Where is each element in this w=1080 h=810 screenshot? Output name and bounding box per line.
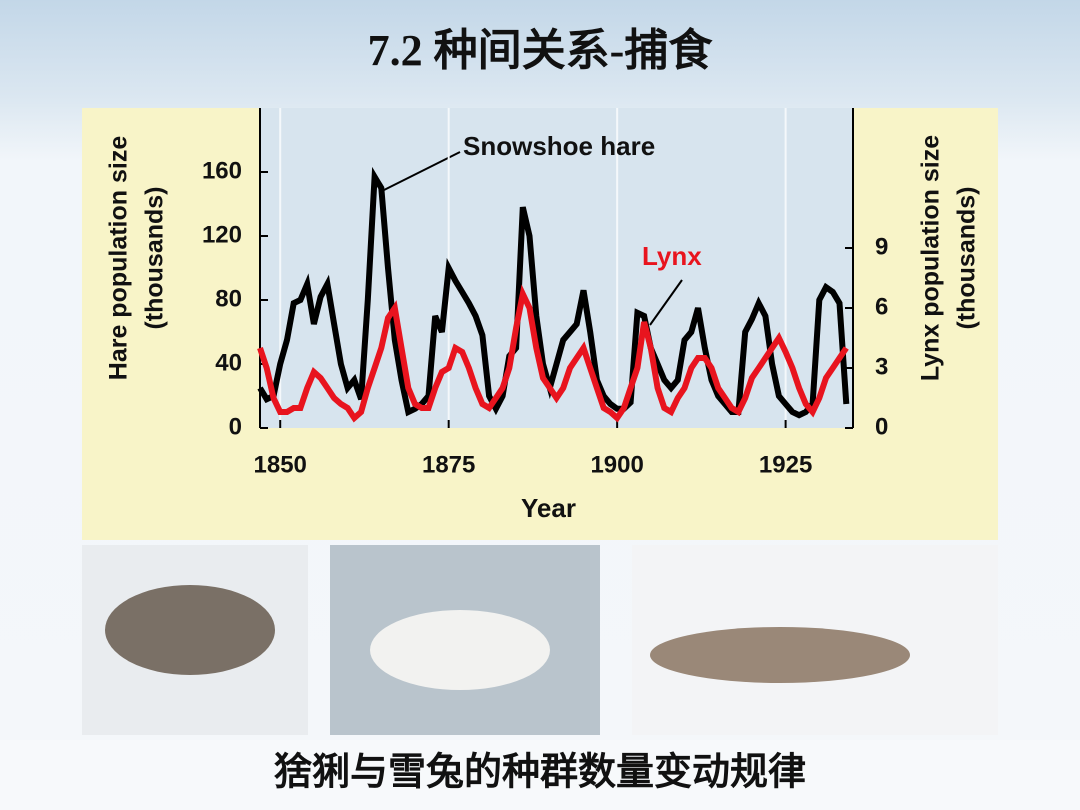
photo-bobcat-shape xyxy=(105,585,275,675)
hare-leader xyxy=(383,151,461,191)
x-tick-label: 1875 xyxy=(422,451,475,478)
axis-label: (thousands) xyxy=(953,186,981,329)
x-tick-label: 1900 xyxy=(590,451,643,478)
x-tick-label: 1850 xyxy=(254,451,307,478)
series-line xyxy=(257,284,849,423)
x-axis-label: Year xyxy=(521,493,576,523)
y2-tick-label: 9 xyxy=(875,233,888,260)
y-tick-label: 120 xyxy=(202,221,242,248)
series-line xyxy=(257,166,850,419)
y-tick-label: 40 xyxy=(215,349,242,376)
y-tick-label: 80 xyxy=(215,285,242,312)
x-tick-label: 1925 xyxy=(759,451,812,478)
axis-label: Lynx population size xyxy=(917,135,945,381)
slide-title: 7.2 种间关系-捕食 xyxy=(368,26,714,75)
photo-hare-shape xyxy=(370,610,550,690)
annotation: Lynx xyxy=(642,241,702,271)
axis-label: (thousands) xyxy=(141,186,169,329)
axis-label: Hare population size xyxy=(105,136,133,381)
y-tick-label: 160 xyxy=(202,157,242,184)
caption-band xyxy=(0,740,1080,810)
y2-tick-label: 6 xyxy=(875,293,888,320)
lynx-leader xyxy=(649,279,683,326)
annotation: Snowshoe hare xyxy=(463,131,655,161)
y2-tick-label: 3 xyxy=(875,353,888,380)
y-tick-label: 0 xyxy=(229,413,242,440)
y2-tick-label: 0 xyxy=(875,413,888,440)
photo-chase-shape xyxy=(650,627,910,683)
caption: 猞猁与雪兔的种群数量变动规律 xyxy=(274,752,806,794)
photos xyxy=(82,545,998,735)
